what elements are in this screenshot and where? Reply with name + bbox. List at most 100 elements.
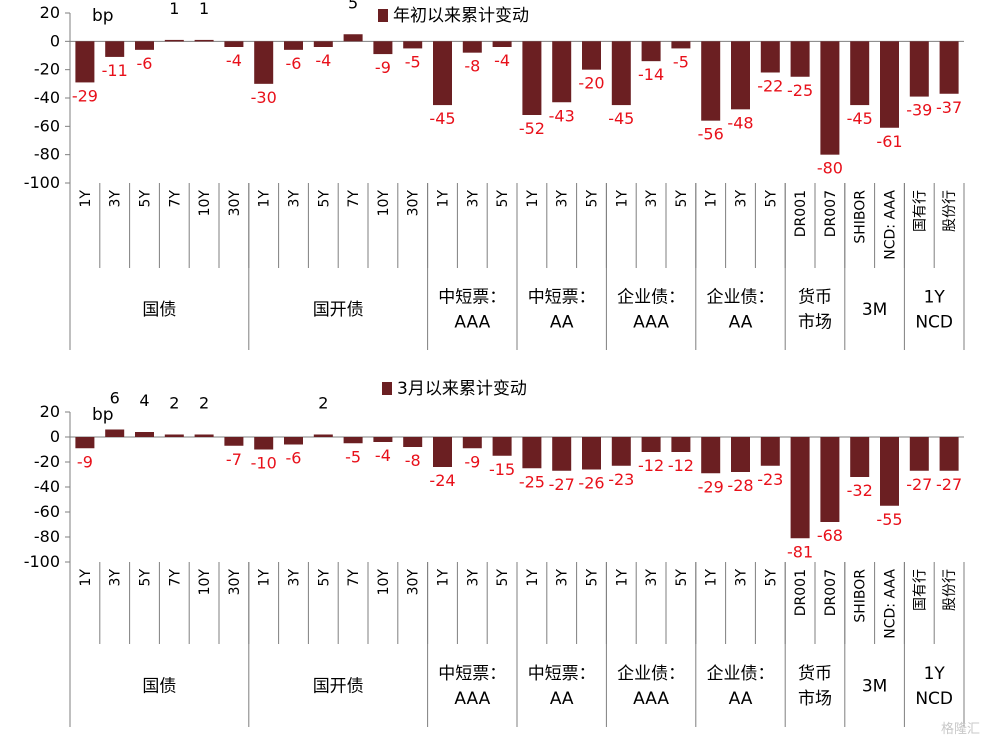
data-label: -6 — [286, 449, 302, 468]
group-label: AA — [729, 313, 753, 333]
data-label: 5 — [348, 0, 358, 12]
group-label: 国债 — [142, 300, 176, 320]
bar — [433, 437, 452, 467]
bar — [164, 434, 184, 437]
category-label: 1Y — [614, 569, 630, 587]
data-label: -6 — [137, 54, 153, 73]
category-label: 3Y — [555, 569, 571, 587]
category-label: 5Y — [763, 569, 779, 587]
group-label: 企业债： — [707, 664, 775, 684]
bar — [790, 41, 810, 77]
data-label: -6 — [286, 54, 302, 73]
bar — [224, 437, 244, 446]
bar — [373, 437, 393, 442]
data-label: -8 — [405, 451, 421, 470]
y-unit-label: bp — [92, 6, 114, 26]
bar — [284, 41, 303, 50]
category-label: 5Y — [495, 190, 511, 208]
data-label: 2 — [169, 394, 179, 413]
category-label: SHIBOR — [853, 569, 869, 623]
bar — [462, 437, 482, 449]
category-label: 10Y — [376, 569, 392, 596]
group-label: 中短票： — [528, 288, 596, 308]
category-label: NCD: AAA — [883, 569, 899, 639]
bar — [194, 434, 214, 437]
group-label: 企业债： — [617, 664, 685, 684]
bar — [75, 437, 95, 449]
category-label: 30Y — [227, 190, 243, 217]
category-label: 3Y — [108, 569, 124, 587]
bar — [880, 41, 899, 128]
bar — [313, 41, 333, 47]
data-label: -28 — [727, 476, 753, 495]
legend-swatch — [378, 9, 388, 22]
bar — [731, 41, 750, 110]
data-label: -5 — [345, 447, 361, 466]
category-label: 1Y — [257, 569, 273, 587]
category-label: 国有行 — [912, 569, 928, 611]
category-label: 1Y — [525, 569, 541, 587]
group-label: 1Y — [924, 288, 946, 308]
march-change-chart: bp 3月以来累计变动 20 0 -20 -40 -60 -80 -100 -9 6 4 2 2 -7 -10… — [24, 379, 965, 727]
bar — [194, 39, 214, 42]
category-label: 1Y — [525, 190, 541, 208]
legend-swatch — [382, 382, 392, 395]
data-label: -11 — [102, 61, 128, 80]
group-label: 市场 — [798, 689, 832, 709]
y-tick-label: 0 — [50, 31, 60, 50]
data-label: 4 — [139, 391, 149, 410]
group-label: AAA — [454, 689, 490, 709]
y-tick-label: -80 — [34, 145, 60, 164]
bar — [909, 437, 929, 471]
category-label: 5Y — [495, 569, 511, 587]
bar — [582, 41, 601, 70]
group-label: 市场 — [798, 313, 832, 333]
y-tick-label: 0 — [50, 427, 60, 446]
data-label: -9 — [375, 58, 391, 77]
group-label: NCD — [915, 689, 953, 709]
category-label: 1Y — [704, 569, 720, 587]
category-label: 3Y — [108, 190, 124, 208]
bar — [343, 34, 363, 42]
y-unit-label: bp — [92, 405, 114, 425]
category-label: 30Y — [406, 190, 422, 217]
y-tick-label: -100 — [24, 552, 60, 571]
bar — [343, 437, 363, 444]
data-label: -61 — [876, 132, 902, 151]
category-label: 1Y — [704, 190, 720, 208]
bar — [224, 41, 244, 47]
data-label: -45 — [847, 109, 873, 128]
bar — [701, 437, 721, 474]
data-label: -4 — [315, 51, 331, 70]
category-label: 1Y — [614, 190, 630, 208]
y-tick-label: -60 — [34, 502, 60, 521]
data-label: -30 — [251, 88, 277, 107]
data-label: -20 — [578, 74, 604, 93]
bar — [790, 437, 810, 539]
bar — [164, 39, 184, 42]
data-label: -4 — [226, 51, 242, 70]
bar — [462, 41, 482, 53]
bar — [820, 41, 840, 155]
data-label: -29 — [72, 86, 98, 105]
category-label: 3Y — [734, 569, 750, 587]
category-label: 1Y — [78, 569, 94, 587]
category-label: 3Y — [465, 190, 481, 208]
category-label: 10Y — [376, 190, 392, 217]
group-label: 国债 — [142, 677, 176, 697]
bar — [552, 41, 572, 103]
data-label: -15 — [489, 460, 515, 479]
bar — [939, 437, 959, 471]
bar — [909, 41, 929, 97]
bar — [284, 437, 303, 445]
group-label: AAA — [454, 313, 490, 333]
group-label: AA — [550, 689, 574, 709]
data-label: -25 — [787, 81, 813, 100]
bar — [522, 41, 542, 116]
category-label: 5Y — [585, 569, 601, 587]
data-label: -22 — [757, 77, 783, 96]
bar — [313, 434, 333, 437]
category-label: 5Y — [316, 190, 332, 208]
data-label: -4 — [494, 51, 510, 70]
